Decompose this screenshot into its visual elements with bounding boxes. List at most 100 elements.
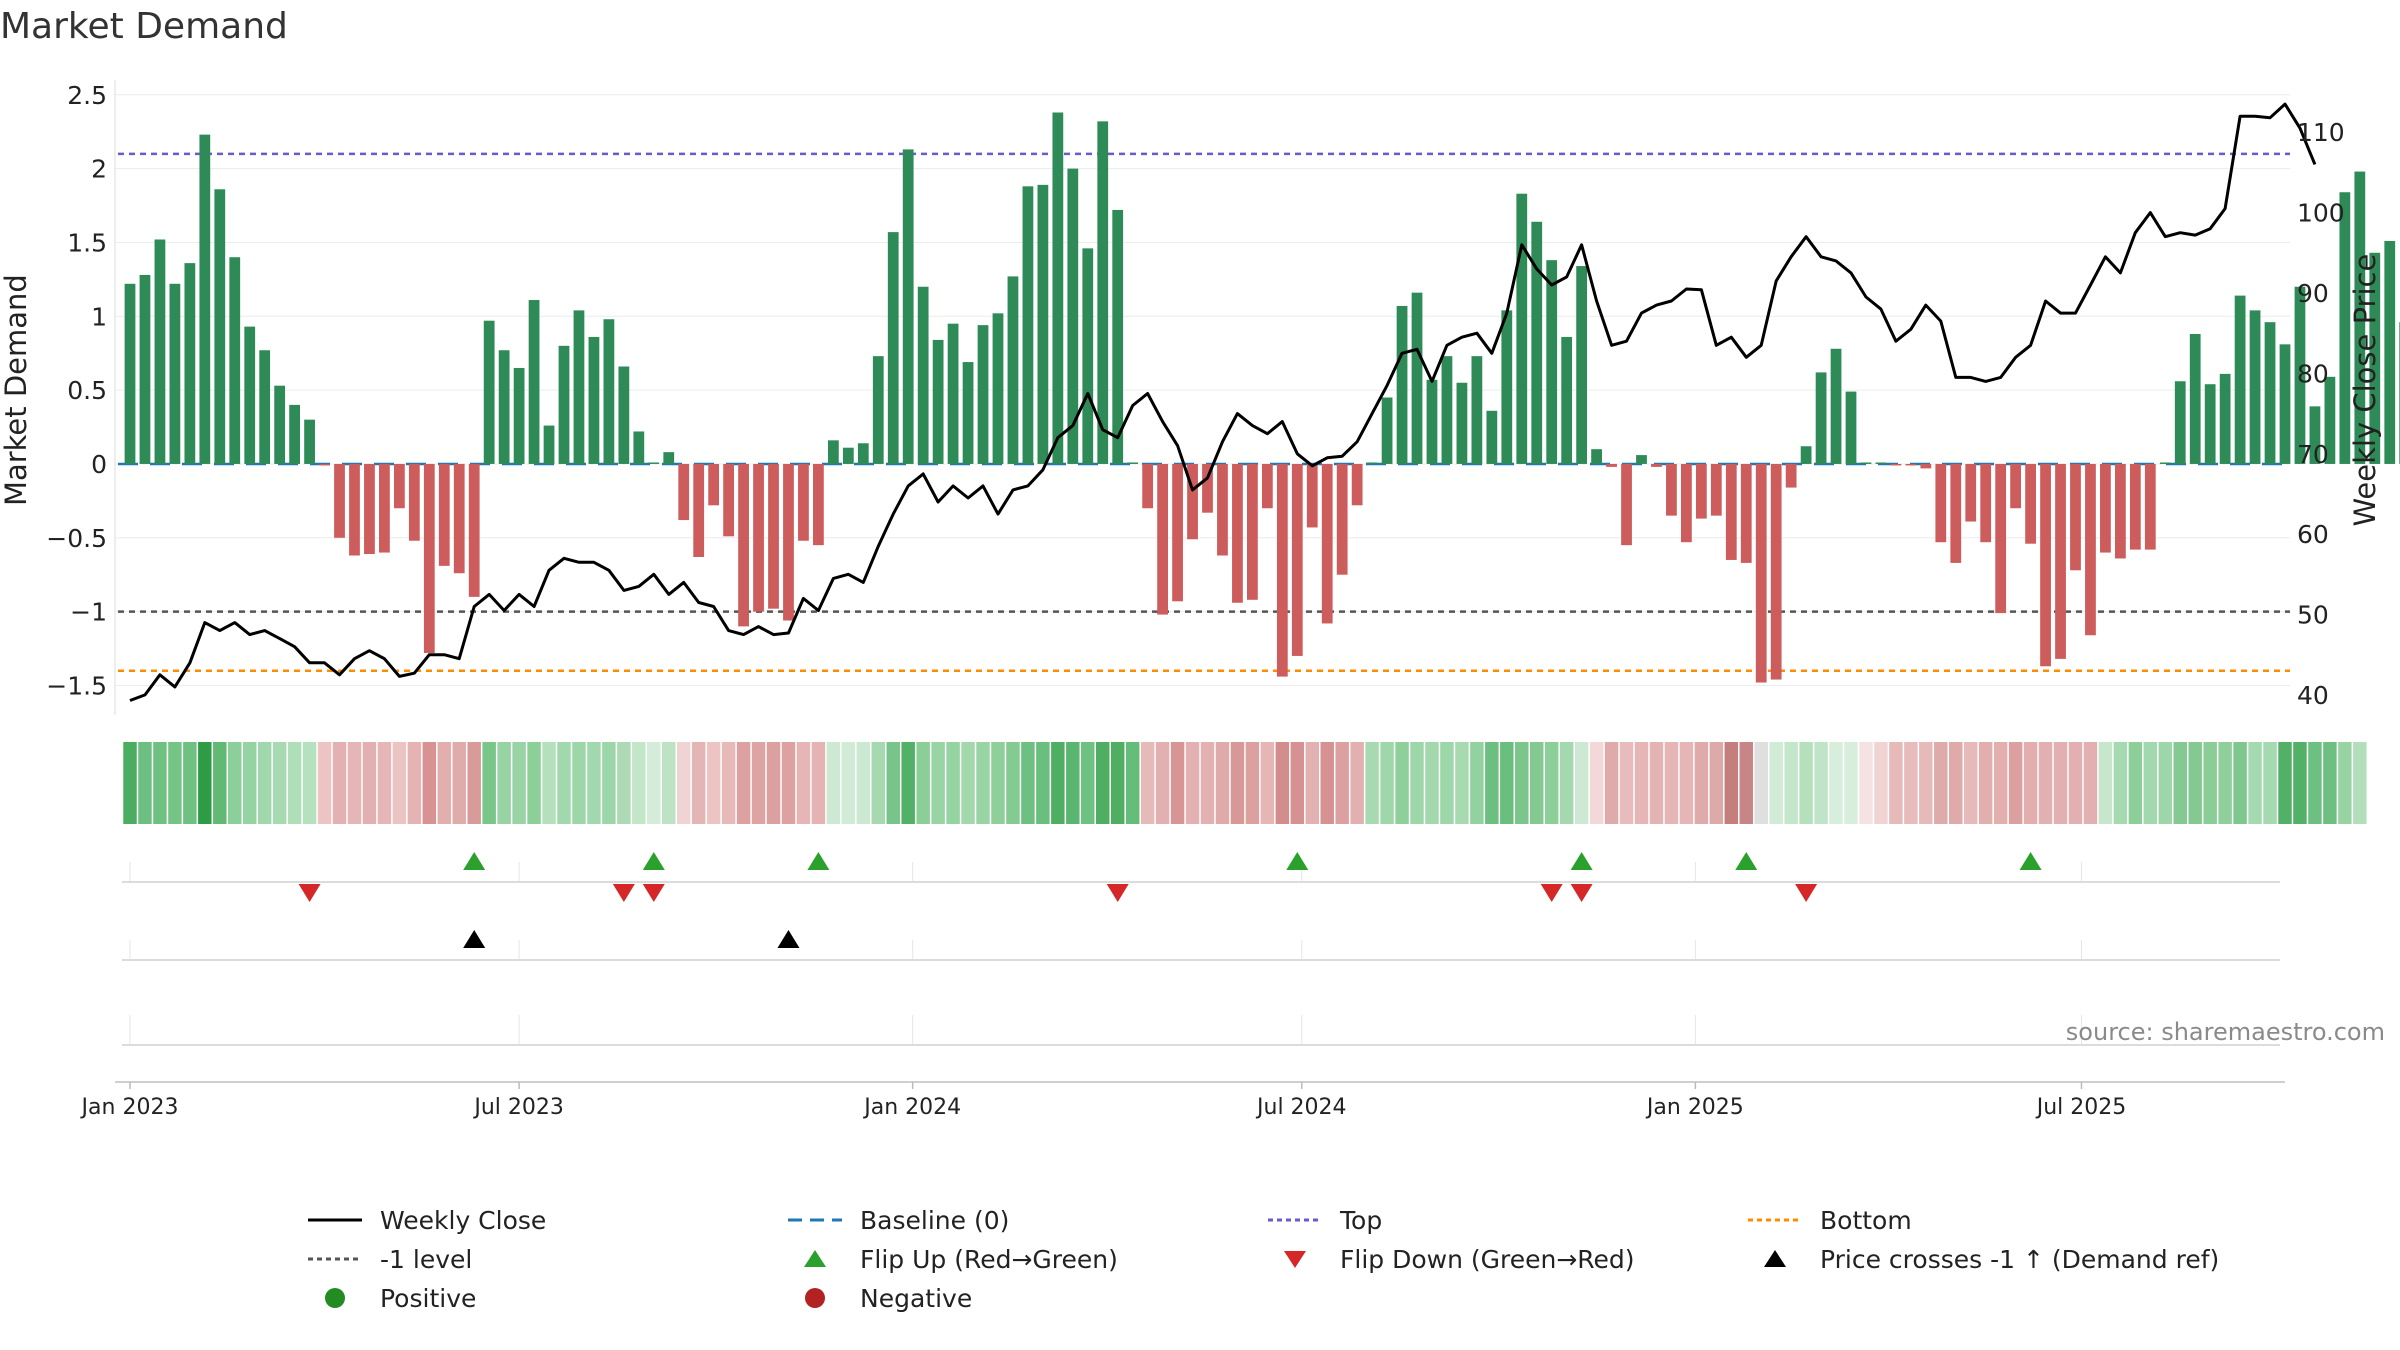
shade-cell — [1395, 742, 1409, 824]
shade-cell — [736, 742, 751, 824]
flip-down-marker — [1540, 884, 1563, 902]
shade-cell — [2173, 742, 2187, 824]
demand-bar — [1157, 463, 1168, 615]
shade-cell — [1170, 742, 1185, 824]
shade-cell — [512, 742, 526, 824]
demand-bar — [379, 463, 390, 553]
demand-bar — [2070, 463, 2081, 571]
demand-bar — [693, 463, 705, 557]
shade-cell — [198, 742, 212, 824]
legend-triangle-up — [804, 1250, 826, 1267]
demand-bar — [124, 283, 136, 464]
demand-bar — [259, 350, 271, 464]
demand-bar — [2189, 334, 2201, 464]
shade-cell — [497, 742, 511, 824]
shade-cell — [1470, 742, 1484, 824]
demand-bar — [423, 463, 435, 653]
shade-cell — [2068, 742, 2083, 824]
shade-cell — [1081, 742, 1095, 824]
demand-bar — [1261, 463, 1273, 509]
shade-cell — [1709, 742, 1724, 824]
shade-cell — [1096, 742, 1110, 824]
price-series — [129, 102, 2317, 702]
shade-cell — [1185, 742, 1200, 824]
demand-bar — [738, 463, 749, 627]
legend-symbol — [1748, 1218, 1802, 1222]
shade-cell — [916, 742, 930, 824]
shade-cell — [1963, 742, 1978, 824]
shade-cell — [691, 742, 706, 824]
flip-up-marker — [1735, 852, 1758, 870]
flip-up-marker — [2019, 852, 2042, 870]
demand-bar — [468, 463, 480, 597]
demand-bar — [573, 310, 585, 464]
demand-bar — [334, 463, 345, 538]
shade-cell — [1544, 742, 1559, 824]
shade-cell — [721, 742, 736, 824]
demand-bar — [1755, 463, 1767, 683]
shade-cell — [2023, 742, 2038, 824]
legend-label: Positive — [380, 1283, 477, 1313]
demand-bar — [1022, 186, 1034, 464]
source-credit: source: sharemaestro.com — [2066, 1018, 2385, 1046]
x-tick-label: Jul 2025 — [2035, 1095, 2127, 1120]
legend-symbol — [1284, 1251, 1306, 1268]
shade-cell — [1515, 742, 1529, 824]
shade-cell — [557, 742, 571, 824]
shade-cell — [1694, 742, 1709, 824]
flip-up-marker — [642, 852, 665, 870]
demand-bar — [453, 463, 465, 574]
y2-tick-label: 100 — [2297, 199, 2345, 228]
shade-cell — [1021, 742, 1035, 824]
demand-bar — [1920, 463, 1932, 469]
legend-dot — [805, 1288, 825, 1308]
demand-bar — [857, 443, 869, 464]
demand-bars — [124, 112, 2400, 683]
legend-item-baseline: Baseline (0) — [780, 1205, 1260, 1235]
demand-bar — [932, 339, 944, 464]
demand-bar — [1546, 260, 1558, 464]
legend-item-top: Top — [1260, 1205, 1740, 1235]
demand-bar — [2129, 463, 2141, 550]
x-tick-label: Jul 2023 — [472, 1095, 564, 1120]
demand-bar — [1770, 463, 1782, 680]
axes: 2.5 2 1.5 1 0.5 0 −0.5 −1 −1.5 Market Demand 110 10… — [0, 80, 2382, 1120]
shade-cell — [1604, 742, 1619, 824]
event-markers — [298, 852, 2042, 948]
y-tick-label: 2.5 — [67, 81, 107, 110]
flip-up-marker — [807, 852, 830, 870]
shade-cell — [1949, 742, 1963, 824]
y2-tick-label: 50 — [2297, 601, 2329, 630]
demand-bar — [483, 320, 495, 464]
y2-tick-label: 110 — [2297, 118, 2345, 147]
demand-bar — [408, 463, 420, 541]
shade-cell — [632, 742, 646, 824]
shade-cell — [1036, 742, 1050, 824]
demand-bar — [2100, 463, 2111, 553]
demand-bar — [1217, 463, 1228, 556]
shade-cell — [2278, 742, 2292, 824]
demand-bar — [1441, 356, 1453, 464]
shade-cell — [2053, 742, 2068, 824]
flip-down-marker — [642, 884, 665, 902]
shade-cell — [602, 742, 616, 824]
shade-cell — [676, 742, 691, 824]
demand-bar — [289, 404, 301, 464]
demand-bar — [708, 463, 720, 506]
y-tick-label: −1.5 — [46, 671, 107, 700]
demand-bar — [199, 134, 211, 464]
grid-layer — [115, 94, 2290, 1083]
demand-bar — [1456, 382, 1468, 464]
shade-cell — [706, 742, 721, 824]
demand-bar — [2339, 192, 2351, 464]
demand-bar — [1142, 463, 1154, 509]
demand-bar — [1935, 463, 1947, 543]
y2-tick-label: 80 — [2297, 359, 2329, 388]
shade-cell — [647, 742, 661, 824]
legend-symbol — [308, 1218, 362, 1222]
shade-cell — [1769, 742, 1783, 824]
x-tick-label: Jan 2023 — [80, 1095, 179, 1120]
demand-bar — [1606, 463, 1617, 467]
y-axis-title: Market Demand — [0, 274, 33, 506]
shade-cell — [1739, 742, 1753, 824]
